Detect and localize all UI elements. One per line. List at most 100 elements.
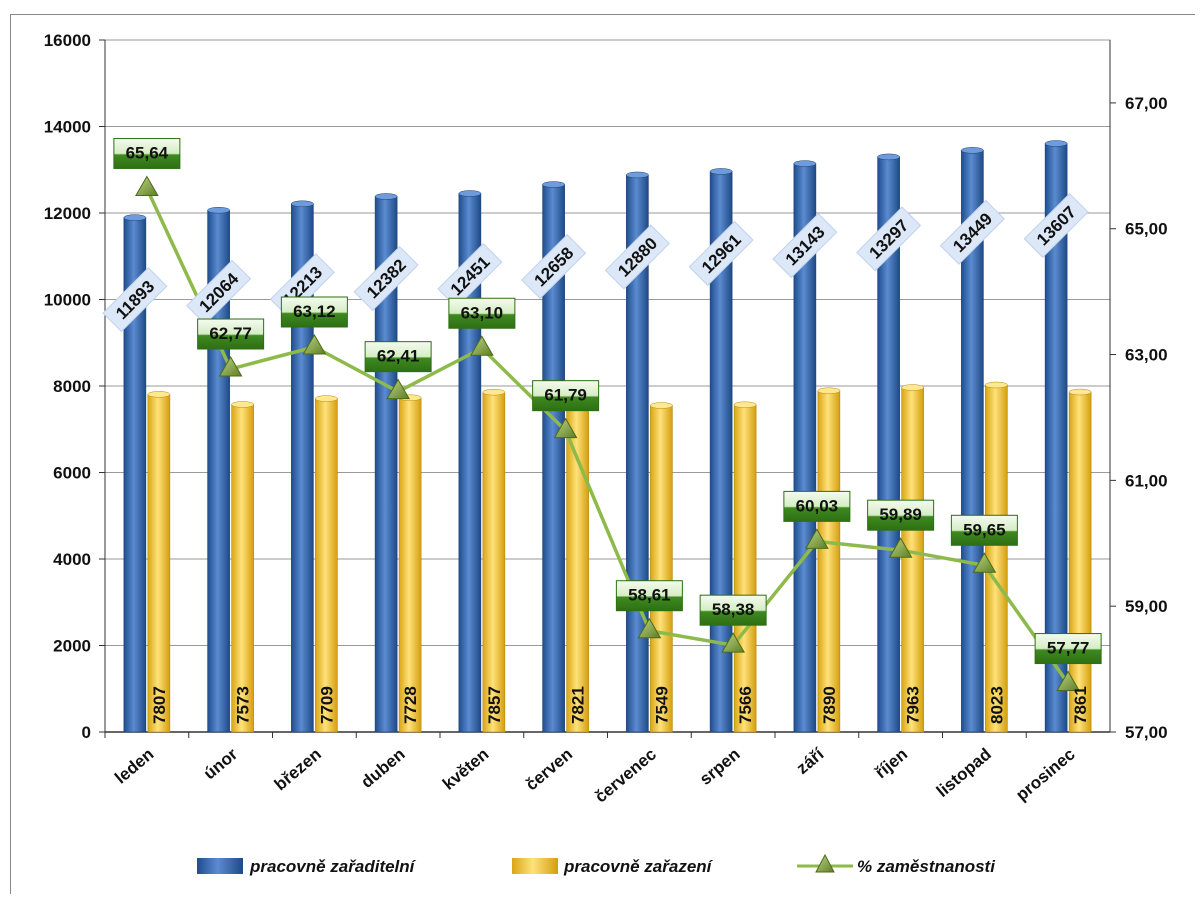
y-left-tick-label: 8000 [53, 377, 91, 396]
data-label-box [688, 220, 754, 286]
data-label-box-green [867, 499, 935, 531]
data-label-zarazeni: 7807 [150, 686, 169, 724]
line-marker-triangle [805, 528, 829, 549]
bar-top-cap [374, 193, 398, 200]
bar-top-cap [315, 395, 338, 402]
bar-zarazeni [901, 387, 924, 733]
data-label-box [353, 245, 419, 312]
x-tick-label: březen [271, 745, 325, 795]
bar-top-cap [733, 401, 757, 409]
bar-top-cap [877, 153, 900, 161]
gridlines [104, 39, 1111, 733]
y-left-tick-label: 10000 [44, 291, 91, 310]
bar-zarazeni [817, 390, 841, 733]
data-label-percent: 63,12 [293, 302, 336, 321]
bar-zarazeni [147, 394, 171, 733]
data-label-zarazeni: 7857 [485, 686, 504, 724]
bar-top-cap [123, 214, 147, 221]
data-label-zarazeni: 7709 [317, 686, 336, 724]
bar-top-cap [1068, 388, 1092, 396]
data-label-box-green [113, 137, 181, 169]
data-label-box [186, 259, 252, 325]
bars [123, 140, 1092, 733]
bar-zarazeni [985, 384, 1008, 733]
x-tick-label: prosinec [1012, 745, 1078, 805]
y-left-tick-label: 16000 [44, 31, 91, 50]
data-label-percent: 65,64 [126, 143, 169, 162]
data-label-percent: 62,41 [377, 347, 420, 366]
data-label-box-green [699, 594, 767, 626]
line-marker-triangle [637, 617, 662, 639]
y-left-tick-label: 2000 [53, 637, 91, 656]
data-label-zarazeni: 7728 [401, 686, 420, 724]
legend-label-line: % zaměstnanosti [857, 857, 996, 876]
y-left-tick-label: 4000 [53, 550, 91, 569]
data-label-percent: 57,77 [1047, 639, 1090, 658]
y-left-tick-label: 14000 [44, 118, 91, 137]
data-label-box-green [532, 380, 600, 412]
bar-top-cap [231, 401, 254, 408]
data-label-box [102, 267, 168, 333]
data-label-box [856, 206, 922, 272]
data-label-zarazeni: 7566 [736, 686, 755, 724]
x-tick-label: únor [200, 744, 241, 783]
bar-zarazeni [733, 404, 757, 733]
data-label-box-green [197, 318, 265, 350]
bar-zarazeni [231, 404, 254, 733]
bar-zarazeni [315, 398, 338, 733]
bar-top-cap [458, 190, 482, 197]
data-label-zarazeni: 7821 [569, 686, 588, 724]
y-right-tick-label: 67,00 [1125, 94, 1168, 113]
data-label-box [437, 242, 503, 309]
data-label-box-green [950, 514, 1018, 546]
data-label-percent: 62,77 [209, 324, 252, 343]
data-label-zarazeni: 8023 [987, 686, 1006, 724]
x-tick-label: červen [522, 745, 576, 795]
bar-top-cap [542, 181, 565, 188]
data-label-box [772, 213, 838, 279]
x-tick-label: květen [439, 745, 492, 794]
y-right-tick-label: 61,00 [1125, 471, 1168, 490]
data-label-box-green [364, 341, 432, 373]
legend-item-line: % zaměstnanosti [797, 853, 996, 876]
data-label-percent: 63,10 [461, 303, 504, 322]
bar-zarazeni [482, 391, 506, 733]
y-right-tick-label: 65,00 [1125, 220, 1168, 239]
legend-swatch-blue [197, 858, 243, 874]
data-label-box [604, 224, 670, 290]
bar-zarazeni [650, 405, 673, 733]
bar-top-cap [650, 402, 673, 409]
bar-top-cap [961, 147, 984, 154]
data-label-zarazeni: 7573 [234, 686, 253, 724]
line-zamestnanosti [145, 187, 1070, 685]
data-label-percent: 58,38 [712, 600, 755, 619]
data-label-box-green [280, 296, 348, 328]
y-right-tick-label: 63,00 [1125, 346, 1168, 365]
bar-top-cap [482, 388, 506, 396]
bar-top-cap [793, 160, 817, 167]
x-tick-label: listopad [933, 745, 995, 801]
chart-frame [10, 14, 1195, 894]
data-label-box-green [615, 580, 683, 612]
data-label-percent: 58,61 [628, 586, 671, 605]
line-marker-triangle [386, 378, 410, 400]
data-label-zaraditelni: 12961 [688, 220, 754, 286]
bar-top-cap [626, 171, 649, 179]
data-label-box [521, 234, 587, 300]
bar-top-cap [207, 206, 230, 214]
line-marker-triangle [888, 537, 913, 558]
data-label-percent: 61,79 [544, 386, 587, 405]
y-left-tick-label: 0 [82, 723, 91, 742]
x-tick-label: srpen [696, 745, 744, 789]
data-label-box [939, 199, 1005, 265]
bar-top-cap [817, 387, 841, 395]
line-marker-triangle [135, 175, 159, 196]
data-label-box-green [783, 490, 851, 522]
line-marker-triangle [553, 417, 578, 439]
y-right-tick-label: 59,00 [1125, 597, 1168, 616]
data-label-zarazeni: 7861 [1071, 686, 1090, 724]
data-label-box-green [1034, 633, 1102, 665]
data-label-box [1023, 192, 1089, 259]
x-tick-label: září [793, 744, 829, 778]
bar-top-cap [291, 200, 314, 208]
